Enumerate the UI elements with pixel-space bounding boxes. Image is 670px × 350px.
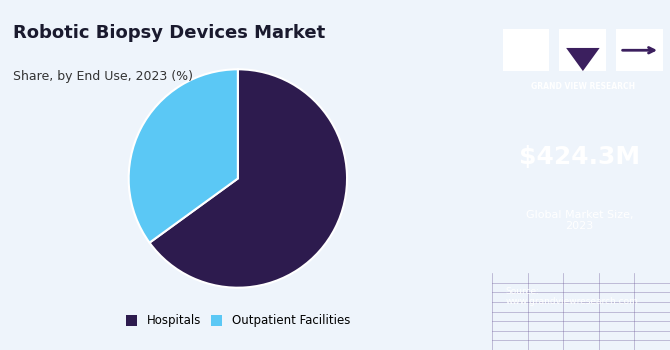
Text: GRAND VIEW RESEARCH: GRAND VIEW RESEARCH	[531, 82, 635, 91]
Text: $424.3M: $424.3M	[519, 146, 640, 169]
Text: Global Market Size,
2023: Global Market Size, 2023	[526, 210, 633, 231]
Wedge shape	[149, 69, 347, 288]
Wedge shape	[129, 69, 238, 243]
Text: Share, by End Use, 2023 (%): Share, by End Use, 2023 (%)	[13, 70, 194, 83]
Text: Robotic Biopsy Devices Market: Robotic Biopsy Devices Market	[13, 25, 326, 42]
Text: Source:
www.grandviewresearch.com: Source: www.grandviewresearch.com	[506, 287, 639, 306]
Polygon shape	[566, 48, 600, 71]
FancyBboxPatch shape	[616, 29, 663, 71]
FancyBboxPatch shape	[502, 29, 549, 71]
FancyBboxPatch shape	[559, 29, 606, 71]
Legend: Hospitals, Outpatient Facilities: Hospitals, Outpatient Facilities	[122, 311, 354, 331]
